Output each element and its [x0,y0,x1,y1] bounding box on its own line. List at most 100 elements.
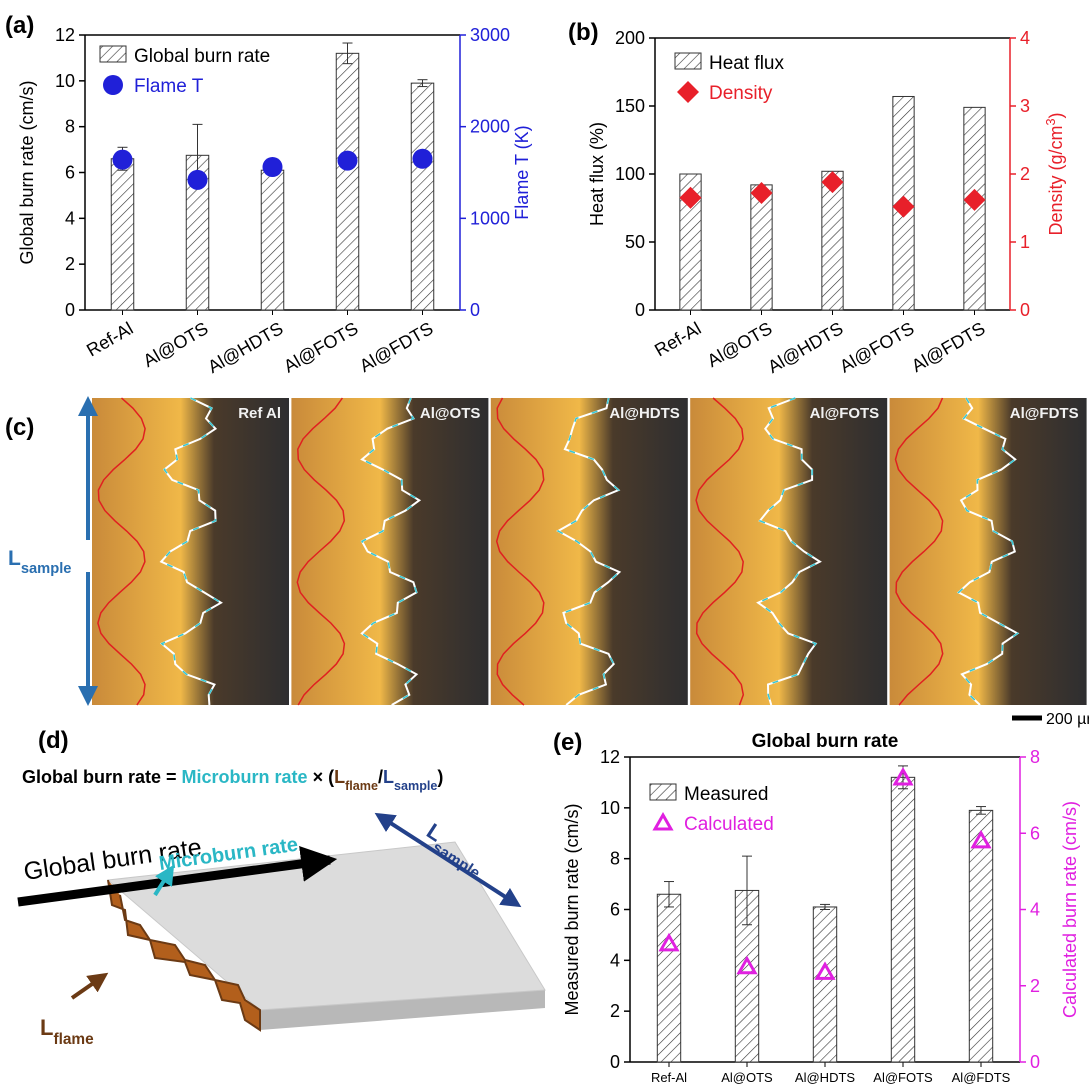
y2-axis-label-part: 3 [1044,118,1058,125]
bar [336,53,359,310]
x-tick-label: Al@HDTS [764,318,846,377]
x-tick-label: Ref-Al [651,1070,687,1085]
x-tick-label: Al@FOTS [836,318,917,376]
bar [411,83,434,310]
flame-label-part: flame [53,1031,94,1048]
x-tick-label: Al@FDTS [952,1070,1011,1085]
equation-part: L [383,767,394,787]
flame-label: Lflame [40,1015,94,1048]
image-frame [291,398,488,705]
y-axis-label: Heat flux (%) [587,122,607,226]
y2-tick-label: 1000 [470,208,510,228]
data-point [113,150,133,170]
legend-label: Calculated [684,814,774,835]
y-tick-label: 4 [610,950,620,970]
equation-part: × ( [308,767,335,787]
length-label-part: sample [21,561,72,577]
y-tick-label: 12 [600,747,620,767]
frame-label: Al@FDTS [1010,405,1079,422]
y2-axis-label: Calculated burn rate (cm/s) [1060,801,1080,1018]
y-tick-label: 0 [610,1052,620,1072]
y-tick-label: 150 [615,96,645,116]
legend-swatch [100,46,126,62]
data-point [655,815,671,829]
data-point [263,157,283,177]
y-tick-label: 2 [65,254,75,274]
data-point [103,75,123,95]
bar [261,170,284,310]
panel-label: (d) [38,727,69,754]
data-point [338,151,358,171]
y2-tick-label: 3 [1020,96,1030,116]
figure: (a)0246810120100020003000Global burn rat… [0,0,1089,1086]
y-tick-label: 10 [600,798,620,818]
data-point [677,81,699,103]
y2-tick-label: 2 [1020,164,1030,184]
frame-label: Al@FOTS [810,405,880,422]
y-tick-label: 100 [615,164,645,184]
y2-tick-label: 2 [1030,976,1040,996]
y2-tick-label: 0 [1020,300,1030,320]
y2-tick-label: 8 [1030,747,1040,767]
chart-title: Global burn rate [752,731,899,752]
y2-tick-label: 0 [1030,1052,1040,1072]
y-tick-label: 200 [615,28,645,48]
equation-part: Global burn rate = [22,767,182,787]
x-tick-label: Ref-Al [83,318,136,360]
equation: Global burn rate = Microburn rate × (Lfl… [22,767,443,793]
y-axis-label: Measured burn rate (cm/s) [562,803,582,1015]
x-tick-label: Al@FOTS [280,318,361,376]
equation-part: ) [437,767,443,787]
bar [111,159,134,310]
y-axis-label: Global burn rate (cm/s) [17,80,37,264]
x-tick-label: Al@OTS [140,318,212,371]
y2-tick-label: 4 [1020,28,1030,48]
legend-swatch [675,53,701,69]
image-frame [890,398,1087,705]
x-tick-label: Al@HDTS [204,318,286,377]
y2-tick-label: 1 [1020,232,1030,252]
image-frame [92,398,289,705]
x-tick-label: Al@OTS [721,1070,773,1085]
equation-part: flame [345,779,378,793]
y-tick-label: 4 [65,208,75,228]
panel-label: (e) [553,729,582,756]
y-tick-label: 50 [625,232,645,252]
equation-part: sample [394,779,437,793]
flame-label-part: L [40,1015,53,1040]
y-tick-label: 12 [55,25,75,45]
bar [813,907,836,1062]
y-tick-label: 0 [635,300,645,320]
x-tick-label: Al@FOTS [873,1070,933,1085]
frame-label: Al@HDTS [609,405,679,422]
length-label-part: L [8,547,21,570]
legend-label: Measured [684,784,769,805]
frame-label: Al@OTS [420,405,480,422]
y-tick-label: 10 [55,71,75,91]
equation-part: L [334,767,345,787]
panel-label: (a) [5,12,34,39]
frame-label: Ref Al [238,405,281,422]
y-tick-label: 2 [610,1001,620,1021]
data-point [413,149,433,169]
y-tick-label: 6 [65,163,75,183]
bar [657,894,680,1062]
panel-label: (c) [5,414,34,441]
length-label: Lsample [8,547,71,577]
y-tick-label: 6 [610,900,620,920]
y2-tick-label: 0 [470,300,480,320]
bar [891,777,914,1062]
y2-axis-label-part: Density (g/cm [1046,125,1066,235]
legend-label: Flame T [134,76,204,97]
legend-label: Density [709,83,773,104]
legend-label: Heat flux [709,53,784,74]
panel-label: (b) [568,19,599,46]
y2-axis-label-part: ) [1046,112,1066,118]
page: {"chart_data":[ {"type":"bar","panel":"(… [0,0,1089,1091]
y2-tick-label: 4 [1030,900,1040,920]
legend-swatch [650,784,676,800]
y-tick-label: 8 [65,117,75,137]
y-tick-label: 8 [610,849,620,869]
x-tick-label: Al@HDTS [795,1070,855,1085]
x-tick-label: Al@FDTS [908,318,988,376]
